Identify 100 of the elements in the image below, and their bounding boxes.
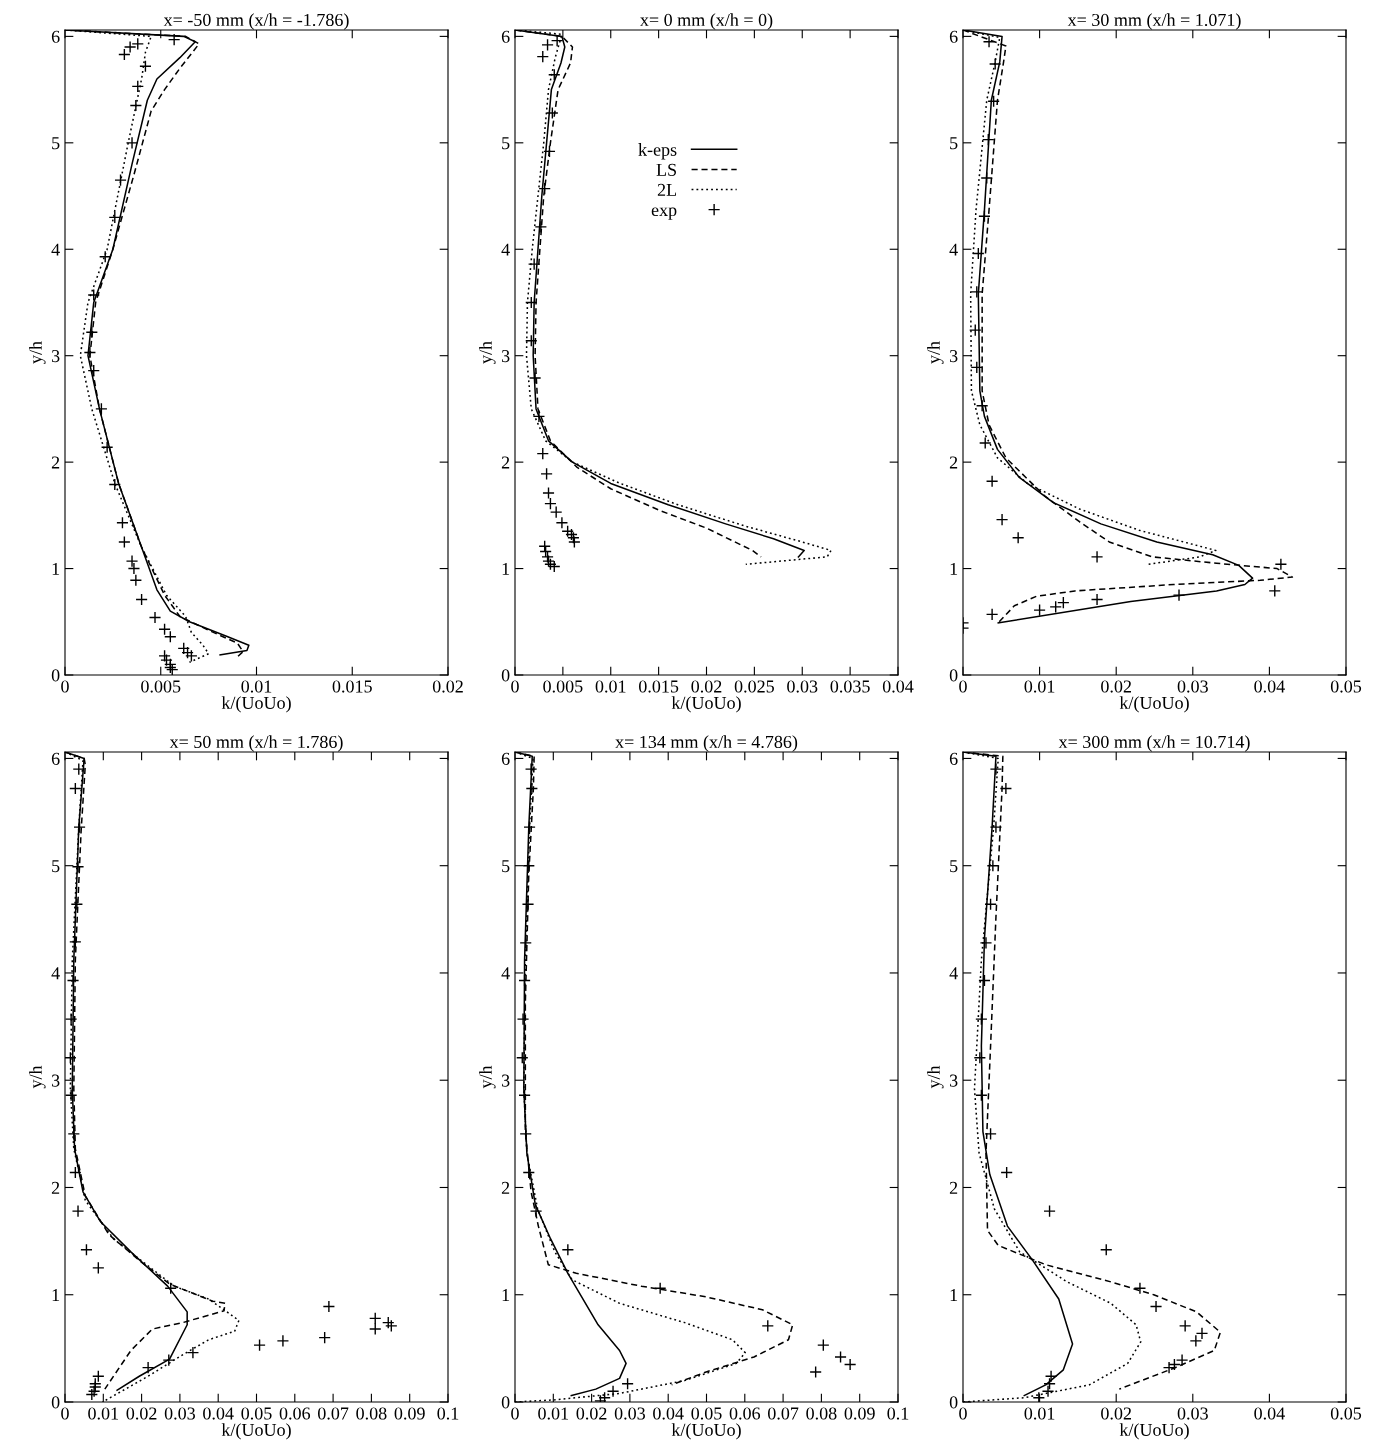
y-tick-label: 0 [949, 1396, 958, 1409]
legend-label: 2L [657, 183, 677, 196]
legend-label: k-eps [638, 143, 677, 160]
y-tick-label: 2 [51, 456, 60, 469]
y-tick-label: 1 [502, 562, 510, 575]
chart-title: x= 30 mm (x/h = 1.071) [1067, 13, 1241, 30]
y-tick-label: 0 [501, 669, 510, 682]
x-tick-label: 0.005 [141, 680, 181, 693]
x-tick-label: 0.06 [729, 1407, 761, 1420]
y-tick-label: 1 [950, 562, 958, 575]
x-axis-title: k/(UoUo) [221, 696, 291, 713]
y-tick-label: 5 [502, 137, 510, 150]
y-tick-label: 2 [501, 456, 510, 469]
y-tick-label: 0 [51, 1396, 60, 1409]
x-tick-label: 0.035 [830, 680, 870, 693]
x-tick-label: 0.04 [1254, 1407, 1285, 1420]
legend-label: exp [651, 207, 677, 220]
x-tick-label: 0.06 [279, 1407, 311, 1420]
chart-title: x= -50 mm (x/h = -1.786) [163, 13, 349, 30]
x-tick-label: 0.02 [691, 680, 722, 693]
x-tick-label: 0 [959, 1407, 967, 1420]
x-tick-label: 0 [61, 1407, 69, 1420]
x-tick-label: 0.07 [767, 1407, 799, 1420]
x-tick-label: 0.02 [1101, 680, 1131, 693]
x-tick-label: 0.04 [203, 1407, 234, 1420]
y-tick-label: 4 [501, 967, 510, 980]
y-tick-label: 0 [51, 669, 60, 682]
chart-title: x= 0 mm (x/h = 0) [640, 13, 773, 30]
y-tick-label: 2 [501, 1181, 510, 1194]
y-tick-label: 4 [51, 243, 60, 256]
x-tick-label: 0.03 [164, 1407, 195, 1420]
y-tick-label: 2 [949, 456, 958, 469]
x-tick-label: 0 [511, 1407, 519, 1420]
y-tick-label: 4 [949, 243, 958, 256]
y-tick-label: 6 [949, 752, 958, 765]
x-tick-label: 0.09 [394, 1407, 425, 1420]
x-tick-label: 0 [511, 680, 519, 693]
x-tick-label: 0.01 [88, 1407, 119, 1420]
y-axis-title: y/h [927, 341, 944, 364]
x-tick-label: 0.08 [356, 1407, 387, 1420]
x-tick-label: 0.015 [332, 680, 372, 693]
x-tick-label: 0.04 [882, 680, 914, 693]
x-tick-label: 0.03 [614, 1407, 645, 1420]
y-tick-label: 2 [51, 1181, 60, 1194]
x-axis-title: k/(UoUo) [221, 1423, 291, 1440]
x-tick-label: 0.04 [653, 1407, 684, 1420]
y-tick-label: 0 [501, 1396, 510, 1409]
x-axis-title: k/(UoUo) [671, 1423, 741, 1440]
x-axis-title: k/(UoUo) [671, 696, 741, 713]
y-tick-label: 5 [950, 137, 958, 150]
x-tick-label: 0.005 [543, 680, 583, 693]
x-tick-label: 0.03 [1177, 1407, 1208, 1420]
y-axis-title: y/h [29, 1065, 46, 1089]
y-axis-title: y/h [479, 341, 496, 364]
x-tick-label: 0.05 [691, 1407, 722, 1420]
legend-label: LS [656, 163, 676, 176]
x-tick-label: 0.02 [1101, 1407, 1131, 1420]
x-axis-title: k/(UoUo) [1119, 696, 1189, 713]
y-tick-label: 3 [949, 350, 958, 363]
y-tick-label: 6 [51, 30, 60, 43]
y-tick-label: 1 [52, 1289, 60, 1301]
y-tick-label: 5 [52, 137, 60, 150]
x-tick-label: 0.01 [595, 680, 626, 693]
chart-title: x= 300 mm (x/h = 10.714) [1058, 735, 1250, 752]
y-tick-label: 3 [501, 350, 510, 363]
y-axis-title: y/h [479, 1065, 496, 1089]
x-tick-label: 0.015 [639, 680, 679, 693]
y-tick-label: 6 [949, 30, 958, 43]
x-tick-label: 0 [959, 680, 967, 693]
y-tick-label: 2 [949, 1181, 958, 1194]
x-tick-label: 0.07 [317, 1407, 349, 1420]
x-tick-label: 0.09 [844, 1407, 875, 1420]
x-tick-label: 0.02 [432, 680, 463, 693]
x-tick-label: 0.03 [1177, 680, 1208, 693]
x-tick-label: 0.025 [734, 680, 774, 693]
y-tick-label: 0 [949, 669, 958, 682]
x-tick-label: 0.08 [806, 1407, 837, 1420]
y-tick-label: 6 [501, 752, 510, 765]
y-tick-label: 3 [501, 1074, 510, 1087]
y-tick-label: 6 [501, 30, 510, 43]
y-tick-label: 5 [52, 860, 60, 873]
x-tick-label: 0.05 [241, 1407, 272, 1420]
x-tick-label: 0.01 [241, 680, 272, 693]
x-tick-label: 0.05 [1330, 1407, 1362, 1420]
x-tick-label: 0 [61, 680, 69, 693]
y-tick-label: 3 [949, 1074, 958, 1087]
y-tick-label: 1 [950, 1289, 958, 1301]
x-tick-label: 0.04 [1254, 680, 1285, 693]
y-tick-label: 5 [502, 860, 510, 873]
y-tick-label: 6 [51, 752, 60, 765]
y-tick-label: 4 [51, 967, 60, 980]
x-tick-label: 0.05 [1330, 680, 1362, 693]
y-tick-label: 3 [51, 350, 60, 363]
x-tick-label: 0.1 [437, 1407, 459, 1420]
y-tick-label: 4 [949, 967, 958, 980]
x-tick-label: 0.01 [1024, 1407, 1055, 1420]
x-tick-label: 0.01 [1024, 680, 1055, 693]
y-tick-label: 1 [502, 1289, 510, 1301]
chart-title: x= 50 mm (x/h = 1.786) [169, 735, 343, 752]
x-tick-label: 0.02 [126, 1407, 157, 1420]
